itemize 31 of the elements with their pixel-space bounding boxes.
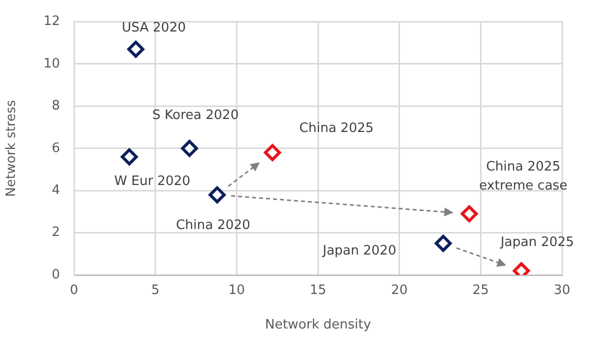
point <box>180 140 198 157</box>
y-tick-label: 12 <box>43 14 60 30</box>
annotation: S Korea 2020 <box>152 108 239 123</box>
y-tick-label: 8 <box>52 98 60 114</box>
annotation: Japan 2025 <box>500 235 574 250</box>
x-tick-label: 25 <box>472 283 489 298</box>
y-tick-label: 6 <box>52 140 60 156</box>
point <box>127 40 144 58</box>
annotation: USA 2020 <box>122 20 186 36</box>
annotation: China 2025 <box>299 120 374 136</box>
x-tick-label: 20 <box>391 283 408 298</box>
point <box>208 186 226 204</box>
annotation: W Eur 2020 <box>114 174 190 190</box>
x-axis-title: Network density <box>264 318 372 333</box>
annotation: China 2020 <box>176 218 250 234</box>
y-tick-label: 2 <box>52 225 60 240</box>
x-tick-label: 30 <box>554 283 570 298</box>
x-tick-label: 10 <box>228 283 245 298</box>
point <box>264 144 281 162</box>
point <box>434 234 452 252</box>
y-axis-title: Network stress <box>4 100 20 197</box>
x-tick-label: 0 <box>70 283 78 298</box>
x-tick-label: 15 <box>310 283 326 298</box>
annotation: China 2025 extreme case <box>479 160 568 194</box>
y-tick-label: 10 <box>43 56 60 72</box>
annotation: Japan 2020 <box>322 243 396 258</box>
x-tick-label: 5 <box>151 283 160 298</box>
point <box>120 148 138 166</box>
y-tick-label: 4 <box>52 182 60 198</box>
point <box>460 205 478 222</box>
y-tick-label: 0 <box>52 267 60 282</box>
